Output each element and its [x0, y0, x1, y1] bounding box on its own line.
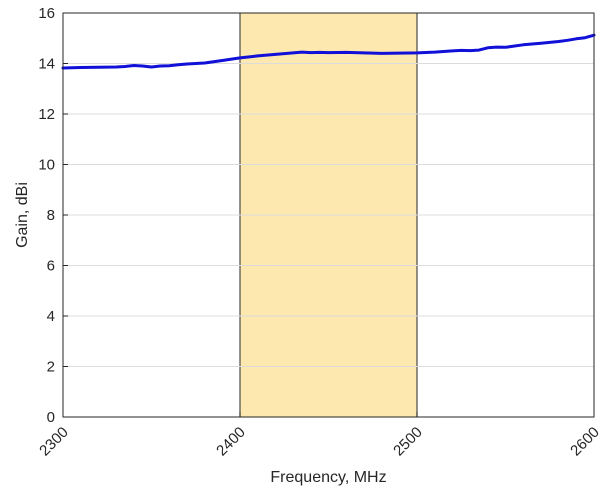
y-tick-label: 4: [47, 308, 55, 325]
y-tick-label: 6: [47, 258, 55, 275]
gain-series-line: [61, 33, 596, 70]
y-tick-label: 12: [38, 106, 55, 123]
y-tick-label: 8: [47, 207, 55, 224]
y-tick-label: 10: [38, 157, 55, 174]
x-axis-label: Frequency, MHz: [270, 469, 386, 486]
y-tick-label: 2: [47, 359, 55, 376]
y-axis-label: Gain, dBi: [14, 182, 31, 248]
y-tick-label: 16: [38, 5, 55, 22]
y-tick-label: 14: [38, 56, 55, 73]
y-tick-label: 0: [47, 409, 55, 426]
